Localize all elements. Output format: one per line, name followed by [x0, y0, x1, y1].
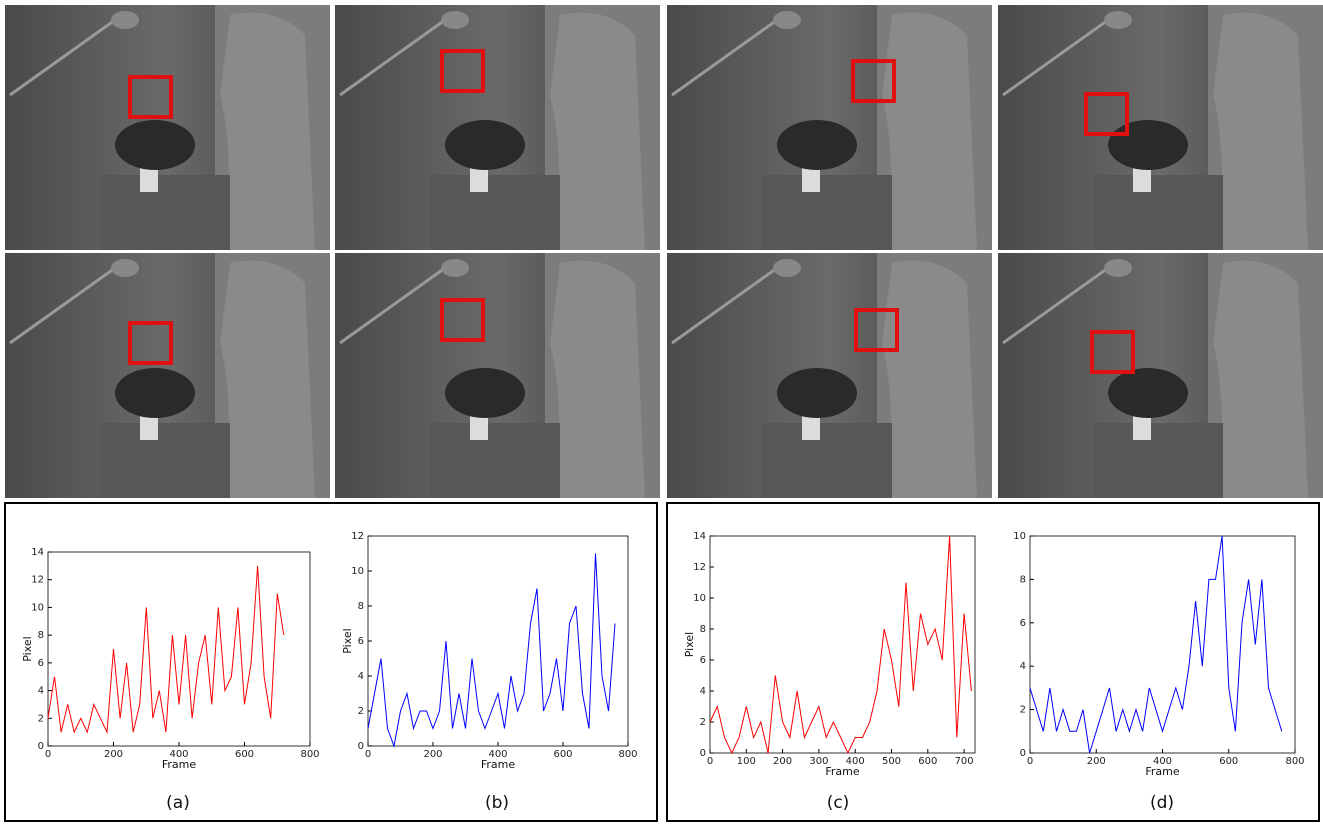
y-tick-label: 6	[358, 636, 364, 647]
photo	[998, 5, 1323, 250]
x-axis-label: Frame	[481, 758, 516, 771]
x-tick-label: 700	[955, 756, 974, 767]
photo	[335, 5, 660, 250]
x-tick-label: 0	[1027, 756, 1033, 767]
y-axis-label: Pixel	[21, 636, 34, 661]
y-tick-label: 12	[693, 562, 706, 573]
panel-caption: (c)	[827, 793, 850, 813]
panel-caption: (d)	[1150, 793, 1174, 813]
y-tick-label: 6	[1020, 618, 1026, 629]
photo	[335, 253, 660, 498]
y-tick-label: 10	[31, 602, 44, 613]
x-axis-label: Frame	[162, 758, 197, 771]
x-axis-label: Frame	[825, 765, 860, 778]
y-tick-label: 0	[38, 741, 44, 752]
y-tick-label: 14	[693, 531, 706, 542]
x-tick-label: 200	[1087, 756, 1106, 767]
y-tick-label: 4	[38, 686, 44, 697]
plot-area	[368, 536, 628, 746]
y-tick-label: 8	[358, 601, 364, 612]
x-tick-label: 0	[45, 749, 51, 760]
y-tick-label: 0	[1020, 748, 1026, 759]
y-tick-label: 14	[31, 547, 44, 558]
panel-caption: (a)	[166, 793, 190, 813]
x-tick-label: 500	[882, 756, 901, 767]
x-tick-label: 0	[707, 756, 713, 767]
panel-caption: (b)	[485, 793, 509, 813]
x-tick-label: 600	[918, 756, 937, 767]
y-tick-label: 2	[358, 706, 364, 717]
x-tick-label: 200	[423, 749, 442, 760]
x-tick-label: 100	[737, 756, 756, 767]
y-tick-label: 4	[700, 686, 706, 697]
x-tick-label: 600	[1219, 756, 1238, 767]
y-tick-label: 2	[1020, 705, 1026, 716]
y-tick-label: 4	[358, 671, 364, 682]
y-tick-label: 2	[700, 717, 706, 728]
photo-grid	[5, 5, 1323, 498]
photo	[667, 253, 992, 498]
y-tick-label: 8	[700, 624, 706, 635]
x-tick-label: 600	[235, 749, 254, 760]
photo	[5, 253, 330, 498]
x-tick-label: 600	[553, 749, 572, 760]
x-tick-label: 200	[104, 749, 123, 760]
y-tick-label: 6	[700, 655, 706, 666]
x-tick-label: 800	[618, 749, 637, 760]
x-tick-label: 200	[773, 756, 792, 767]
x-axis-label: Frame	[1145, 765, 1180, 778]
y-axis-label: Pixel	[683, 632, 696, 657]
x-tick-label: 800	[300, 749, 319, 760]
photo	[998, 253, 1323, 498]
y-tick-label: 2	[38, 713, 44, 724]
figure: 024681012140200400600800FramePixel(a)024…	[0, 0, 1323, 825]
y-tick-label: 10	[1013, 531, 1026, 542]
y-tick-label: 10	[693, 593, 706, 604]
y-tick-label: 4	[1020, 661, 1026, 672]
y-axis-label: Pixel	[341, 628, 354, 653]
y-tick-label: 0	[358, 741, 364, 752]
y-tick-label: 8	[38, 630, 44, 641]
photo	[5, 5, 330, 250]
photo	[667, 5, 992, 250]
y-tick-label: 10	[351, 566, 364, 577]
y-tick-label: 6	[38, 658, 44, 669]
x-tick-label: 0	[365, 749, 371, 760]
y-tick-label: 12	[31, 575, 44, 586]
y-tick-label: 8	[1020, 574, 1026, 585]
x-tick-label: 800	[1285, 756, 1304, 767]
y-tick-label: 0	[700, 748, 706, 759]
y-tick-label: 12	[351, 531, 364, 542]
